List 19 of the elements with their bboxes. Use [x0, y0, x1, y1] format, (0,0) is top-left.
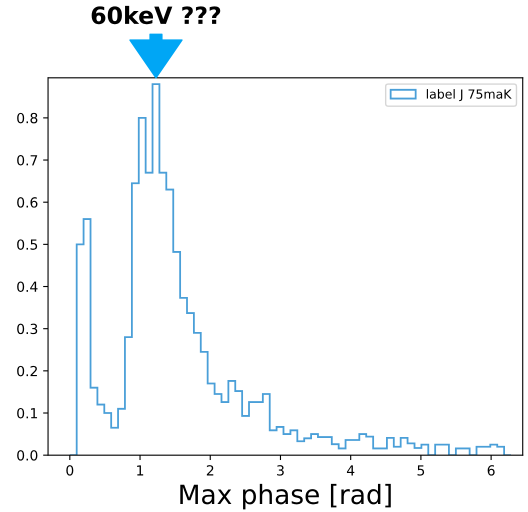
legend-label: label J 75maK	[426, 89, 512, 102]
y-tick-label: 0.1	[17, 408, 38, 418]
y-tick-label: 0.2	[17, 366, 37, 376]
x-tick-label: 4	[346, 465, 354, 476]
y-tick-label: 0.7	[17, 155, 38, 166]
text: 60keV ???	[92, 6, 220, 24]
x-tick-label: 5	[418, 465, 424, 476]
y-tick-label: 0.0	[17, 450, 38, 461]
y-tick-label: 0.4	[17, 281, 38, 292]
y-tick-label: 0.3	[17, 324, 38, 334]
x-tick-label: 0	[66, 465, 74, 476]
x-tick-label: 1	[137, 465, 144, 476]
y-tick-label: 0.8	[17, 112, 38, 124]
x-tick-label: 2	[206, 465, 214, 476]
x-tick-label: 6	[488, 465, 495, 476]
y-tick-label: 0.5	[17, 239, 38, 250]
y-tick-label: 0.6	[17, 197, 38, 208]
x-tick-label: 3	[277, 465, 284, 476]
x-axis-title: Max phase [rad]	[180, 484, 391, 510]
